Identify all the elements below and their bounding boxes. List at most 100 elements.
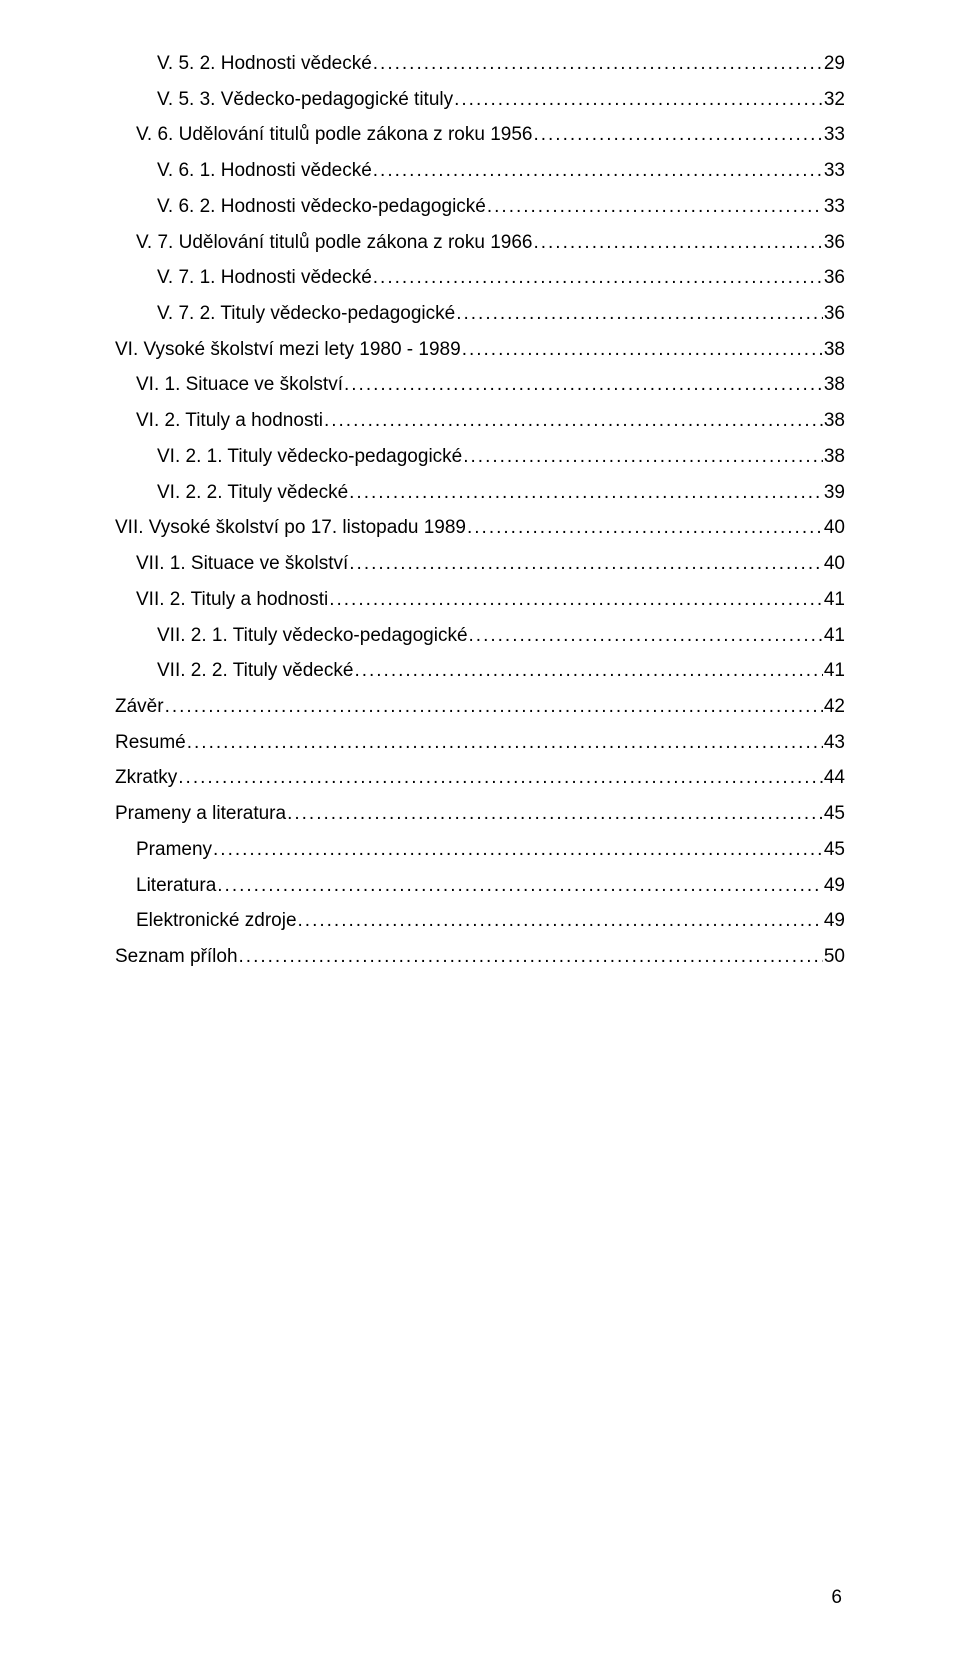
toc-leader-dots — [467, 510, 823, 546]
toc-entry: Elektronické zdroje 49 — [115, 903, 845, 939]
toc-entry: V. 6. Udělování titulů podle zákona z ro… — [115, 117, 845, 153]
toc-leader-dots — [533, 117, 822, 153]
toc-entry-page: 36 — [824, 296, 845, 332]
toc-entry-label: VI. Vysoké školství mezi lety 1980 - 198… — [115, 332, 461, 368]
toc-entry: VI. 2. 2. Tituly vědecké 39 — [115, 475, 845, 511]
toc-leader-dots — [165, 689, 823, 725]
toc-leader-dots — [298, 903, 823, 939]
toc-entry-label: V. 6. 1. Hodnosti vědecké — [157, 153, 372, 189]
toc-entry: Prameny a literatura 45 — [115, 796, 845, 832]
toc-leader-dots — [463, 439, 823, 475]
toc-leader-dots — [217, 868, 823, 904]
toc-leader-dots — [187, 725, 823, 761]
toc-entry-page: 38 — [824, 403, 845, 439]
toc-leader-dots — [349, 475, 823, 511]
toc-entry: VI. 2. 1. Tituly vědecko-pedagogické 38 — [115, 439, 845, 475]
toc-entry: Zkratky 44 — [115, 760, 845, 796]
toc-entry: VI. 1. Situace ve školství 38 — [115, 367, 845, 403]
toc-entry-page: 44 — [824, 760, 845, 796]
toc-entry-label: VI. 2. 1. Tituly vědecko-pedagogické — [157, 439, 462, 475]
toc-entry-label: V. 6. Udělování titulů podle zákona z ro… — [136, 117, 532, 153]
toc-entry-label: VII. 2. 2. Tituly vědecké — [157, 653, 353, 689]
toc-entry: Seznam příloh 50 — [115, 939, 845, 975]
toc-entry: Prameny 45 — [115, 832, 845, 868]
toc-entry-label: Prameny — [136, 832, 212, 868]
toc-entry-page: 40 — [824, 546, 845, 582]
toc-leader-dots — [239, 939, 823, 975]
toc-entry-label: V. 7. Udělování titulů podle zákona z ro… — [136, 225, 532, 261]
toc-leader-dots — [287, 796, 823, 832]
toc-entry-label: Závěr — [115, 689, 164, 725]
toc-leader-dots — [469, 618, 823, 654]
toc-entry-page: 41 — [824, 653, 845, 689]
toc-entry-page: 45 — [824, 832, 845, 868]
toc-leader-dots — [456, 296, 823, 332]
toc-entry: V. 7. 2. Tituly vědecko-pedagogické 36 — [115, 296, 845, 332]
toc-entry-page: 43 — [824, 725, 845, 761]
toc-entry: VII. 1. Situace ve školství 40 — [115, 546, 845, 582]
toc-entry-label: VII. 1. Situace ve školství — [136, 546, 348, 582]
toc-leader-dots — [329, 582, 823, 618]
toc-entry-page: 49 — [824, 868, 845, 904]
toc-entry: V. 6. 2. Hodnosti vědecko-pedagogické 33 — [115, 189, 845, 225]
toc-entry: V. 5. 3. Vědecko-pedagogické tituly 32 — [115, 82, 845, 118]
toc-entry-label: Literatura — [136, 868, 216, 904]
toc-entry-label: Prameny a literatura — [115, 796, 286, 832]
toc-entry-label: VII. 2. 1. Tituly vědecko-pedagogické — [157, 618, 468, 654]
toc-leader-dots — [487, 189, 823, 225]
toc-leader-dots — [344, 367, 823, 403]
toc-entry-page: 41 — [824, 582, 845, 618]
toc-leader-dots — [324, 403, 823, 439]
toc-entry-page: 45 — [824, 796, 845, 832]
toc-entry: V. 6. 1. Hodnosti vědecké 33 — [115, 153, 845, 189]
toc-entry-page: 39 — [824, 475, 845, 511]
toc-entry-label: V. 7. 1. Hodnosti vědecké — [157, 260, 372, 296]
toc-entry-page: 33 — [824, 153, 845, 189]
toc-entry-page: 42 — [824, 689, 845, 725]
toc-entry: Resumé 43 — [115, 725, 845, 761]
toc-entry-label: Zkratky — [115, 760, 177, 796]
toc-entry-page: 36 — [824, 260, 845, 296]
toc-entry: VII. 2. Tituly a hodnosti 41 — [115, 582, 845, 618]
toc-entry-page: 41 — [824, 618, 845, 654]
toc-entry-label: Elektronické zdroje — [136, 903, 297, 939]
toc-leader-dots — [454, 82, 823, 118]
toc-entry-page: 33 — [824, 117, 845, 153]
toc-entry-label: VI. 2. 2. Tituly vědecké — [157, 475, 348, 511]
toc-entry-page: 38 — [824, 439, 845, 475]
toc-leader-dots — [354, 653, 822, 689]
toc-leader-dots — [349, 546, 823, 582]
toc-entry: V. 7. Udělování titulů podle zákona z ro… — [115, 225, 845, 261]
toc-entry-label: V. 7. 2. Tituly vědecko-pedagogické — [157, 296, 455, 332]
toc-entry-label: VII. 2. Tituly a hodnosti — [136, 582, 328, 618]
toc-leader-dots — [178, 760, 823, 796]
toc-leader-dots — [462, 332, 823, 368]
toc-entry-page: 33 — [824, 189, 845, 225]
toc-entry-label: VII. Vysoké školství po 17. listopadu 19… — [115, 510, 466, 546]
toc-entry-page: 38 — [824, 332, 845, 368]
toc-entry-label: V. 5. 3. Vědecko-pedagogické tituly — [157, 82, 453, 118]
toc-entry: VII. 2. 2. Tituly vědecké 41 — [115, 653, 845, 689]
toc-entry-page: 50 — [824, 939, 845, 975]
page-number: 6 — [831, 1587, 842, 1609]
toc-leader-dots — [533, 225, 822, 261]
toc-entry-label: VI. 1. Situace ve školství — [136, 367, 343, 403]
toc-entry-label: Resumé — [115, 725, 186, 761]
toc-leader-dots — [373, 153, 823, 189]
toc-entry: VI. 2. Tituly a hodnosti 38 — [115, 403, 845, 439]
toc-entry-page: 38 — [824, 367, 845, 403]
toc-entry-page: 36 — [824, 225, 845, 261]
toc-entry: Závěr 42 — [115, 689, 845, 725]
toc-entry: V. 5. 2. Hodnosti vědecké29 — [115, 46, 845, 82]
toc-entry: VII. 2. 1. Tituly vědecko-pedagogické 41 — [115, 618, 845, 654]
toc-leader-dots — [373, 260, 823, 296]
toc-leader-dots — [213, 832, 823, 868]
toc-entry-page: 29 — [824, 46, 845, 82]
toc-entry-page: 49 — [824, 903, 845, 939]
toc-entry-label: VI. 2. Tituly a hodnosti — [136, 403, 323, 439]
toc-entry-label: Seznam příloh — [115, 939, 238, 975]
toc-entry-page: 32 — [824, 82, 845, 118]
toc-entry: VII. Vysoké školství po 17. listopadu 19… — [115, 510, 845, 546]
toc-entry: V. 7. 1. Hodnosti vědecké 36 — [115, 260, 845, 296]
toc-entry-label: V. 6. 2. Hodnosti vědecko-pedagogické — [157, 189, 486, 225]
